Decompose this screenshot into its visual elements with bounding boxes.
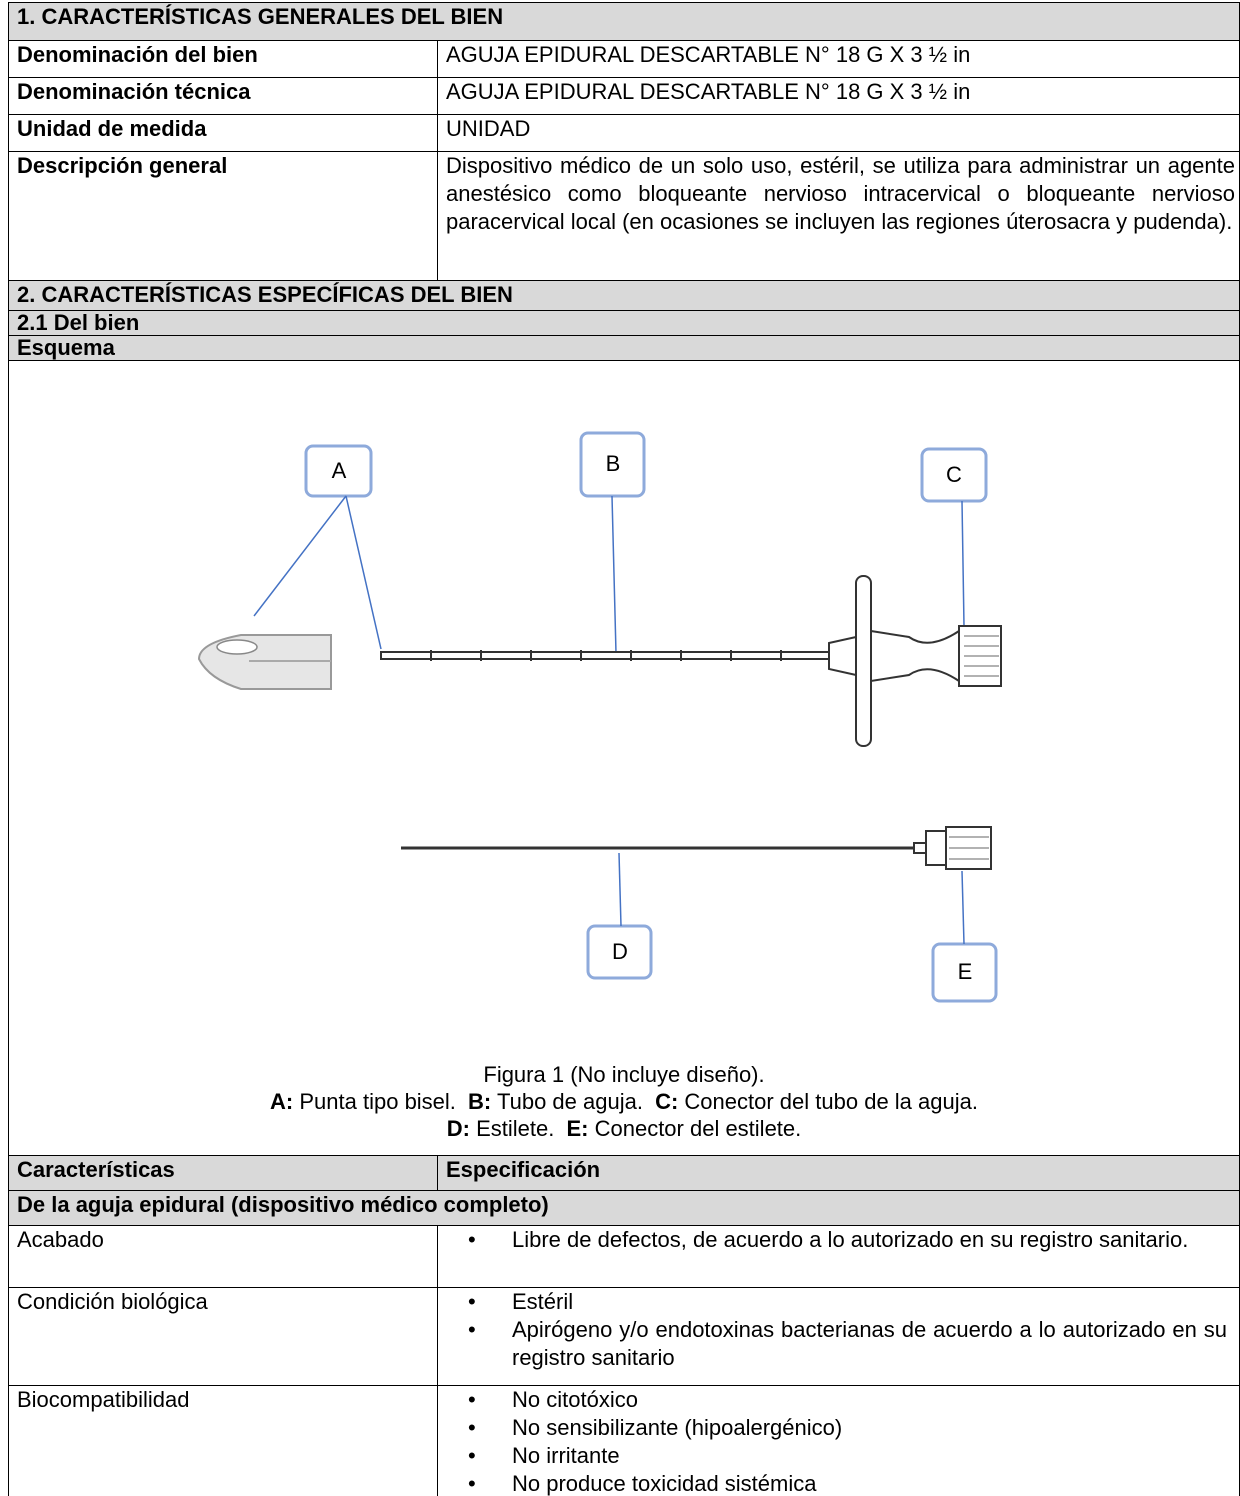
spec-item: Estéril — [446, 1288, 1227, 1316]
spec-name: Biocompatibilidad — [8, 1385, 438, 1496]
spec-item: No irritante — [446, 1442, 1227, 1470]
label-box — [586, 924, 653, 980]
field-label: Denominación del bien — [8, 40, 438, 78]
spec-item: No sensibilizante (hipoalergénico) — [446, 1414, 1227, 1442]
field-value: AGUJA EPIDURAL DESCARTABLE N° 18 G X 3 ½… — [437, 40, 1240, 78]
legend-key: E: — [566, 1116, 589, 1141]
figure-cell: A B C D E — [8, 360, 1240, 1156]
legend-key: A: — [270, 1089, 294, 1114]
spec-item: No citotóxico — [446, 1386, 1227, 1414]
legend-text: Conector del estilete. — [594, 1116, 802, 1141]
field-label: Unidad de medida — [8, 114, 438, 152]
field-label: Descripción general — [8, 151, 438, 281]
figure-legend: D: Estilete. E: Conector del estilete. — [9, 1115, 1239, 1142]
field-value: AGUJA EPIDURAL DESCARTABLE N° 18 G X 3 ½… — [437, 77, 1240, 115]
legend-text: Punta tipo bisel. — [299, 1089, 456, 1114]
spec-values: Libre de defectos, de acuerdo a lo autor… — [437, 1225, 1240, 1288]
needle — [380, 575, 1002, 747]
subsection-title: 2.1 Del bien — [8, 310, 1240, 336]
spec-item: No produce toxicidad sistémica — [446, 1470, 1227, 1496]
field-value: Dispositivo médico de un solo uso, estér… — [437, 151, 1240, 281]
schema-title: Esquema — [8, 335, 1240, 361]
label-box — [931, 942, 998, 1003]
needle-diagram: A B C D E — [197, 431, 1002, 1003]
label-e: E — [958, 959, 973, 984]
spec-table: 1. CARACTERÍSTICAS GENERALES DEL BIEN De… — [8, 2, 1240, 1496]
legend-key: D: — [446, 1116, 470, 1141]
label-b: B — [606, 451, 621, 476]
label-box — [920, 447, 988, 503]
section-title: 2. CARACTERÍSTICAS ESPECÍFICAS DEL BIEN — [8, 280, 1240, 311]
spec-name: Acabado — [8, 1225, 438, 1288]
figure-legend: A: Punta tipo bisel. B: Tubo de aguja. C… — [9, 1088, 1239, 1115]
spec-values: No citotóxicoNo sensibilizante (hipoaler… — [437, 1385, 1240, 1496]
leader-lines — [253, 495, 965, 945]
column-header: Características — [8, 1155, 438, 1191]
field-label: Denominación técnica — [8, 77, 438, 115]
spec-name: Condición biológica — [8, 1287, 438, 1386]
label-boxes — [304, 431, 998, 1003]
label-a: A — [332, 458, 347, 483]
field-value: UNIDAD — [437, 114, 1240, 152]
label-box — [304, 444, 373, 498]
group-title: De la aguja epidural (dispositivo médico… — [8, 1190, 1240, 1226]
section-title: 1. CARACTERÍSTICAS GENERALES DEL BIEN — [8, 2, 1240, 41]
label-c: C — [946, 462, 962, 487]
figure-caption: Figura 1 (No incluye diseño). — [483, 1062, 765, 1087]
spec-item: Libre de defectos, de acuerdo a lo autor… — [446, 1226, 1227, 1254]
stylet — [401, 826, 992, 870]
column-header: Especificación — [437, 1155, 1240, 1191]
legend-key: C: — [655, 1089, 679, 1114]
bevel-tip — [197, 634, 332, 690]
legend-text: Estilete. — [476, 1116, 555, 1141]
legend-text: Tubo de aguja. — [496, 1089, 643, 1114]
label-d: D — [612, 939, 628, 964]
legend-text: Conector del tubo de la aguja. — [684, 1089, 978, 1114]
spec-item: Apirógeno y/o endotoxinas bacterianas de… — [446, 1316, 1227, 1372]
legend-key: B: — [468, 1089, 492, 1114]
spec-values: EstérilApirógeno y/o endotoxinas bacteri… — [437, 1287, 1240, 1386]
